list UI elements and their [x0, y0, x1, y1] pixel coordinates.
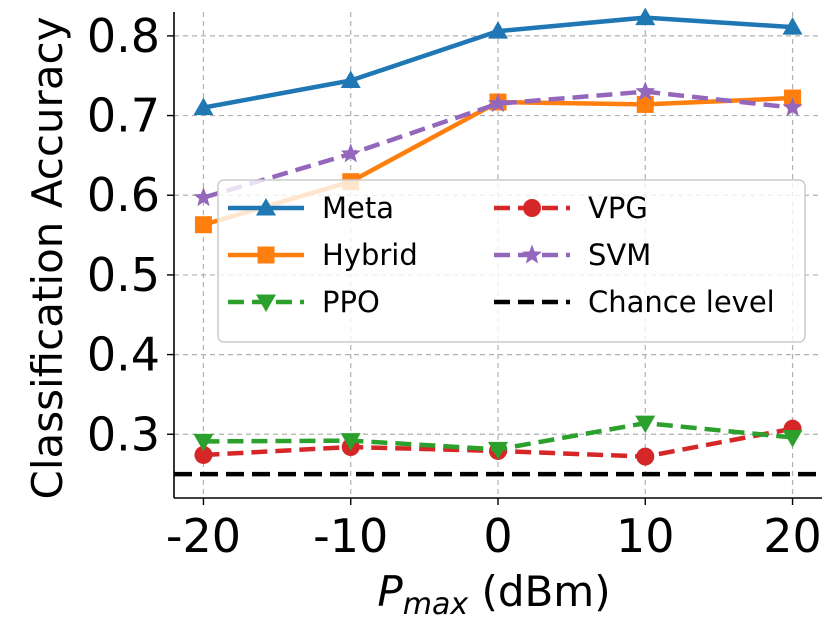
- legend-entry-svm: SVM: [494, 238, 651, 272]
- x-axis-label-unit: (dBm): [468, 567, 611, 616]
- x-tick-label: -20: [166, 509, 241, 563]
- data-point-svm: [635, 81, 656, 101]
- x-tick-label: -10: [313, 509, 388, 563]
- legend-frame: [217, 179, 806, 343]
- series-meta: [193, 7, 803, 116]
- y-tick-label: 0.6: [87, 168, 160, 222]
- x-axis-label-subscript: max: [403, 587, 469, 622]
- data-point-vpg: [194, 445, 213, 464]
- data-point-ppo: [340, 433, 361, 451]
- legend-marker-hybrid: [257, 246, 275, 264]
- y-tick-label: 0.4: [87, 328, 160, 382]
- data-point-ppo: [635, 415, 656, 434]
- series-ppo: [193, 415, 803, 460]
- x-axis-label: Pmax (dBm): [377, 567, 610, 622]
- legend-entry-vpg: VPG: [494, 191, 648, 225]
- data-point-ppo: [193, 433, 214, 452]
- data-point-vpg: [636, 447, 655, 466]
- series-svm: [193, 81, 803, 207]
- data-point-ppo: [488, 441, 508, 460]
- data-point-hybrid: [194, 216, 212, 234]
- legend-entry-ppo: PPO: [228, 285, 380, 319]
- data-point-svm: [340, 143, 361, 163]
- y-tick-label: 0.3: [87, 407, 160, 461]
- legend-entry-meta: Meta: [228, 191, 394, 225]
- legend-label-vpg: VPG: [588, 191, 648, 225]
- legend-label-svm: SVM: [588, 238, 651, 272]
- legend-marker-vpg: [523, 199, 541, 217]
- legend-label-chance-level: Chance level: [588, 285, 775, 319]
- legend: Meta Hybrid PPO VPG SVM Chance level: [217, 179, 806, 343]
- data-point-meta: [635, 7, 656, 26]
- data-point-hybrid: [636, 95, 654, 113]
- x-tick-label: 10: [616, 509, 675, 563]
- y-tick-label: 0.5: [87, 248, 160, 302]
- data-point-svm: [193, 187, 214, 207]
- x-tick-label: 0: [483, 509, 512, 563]
- data-point-svm: [488, 93, 508, 113]
- y-tick-label: 0.7: [87, 89, 160, 143]
- y-tick-label: 0.8: [87, 9, 160, 63]
- x-axis-label-var: P: [377, 567, 403, 616]
- data-point-ppo: [782, 429, 803, 448]
- data-point-meta: [782, 17, 803, 35]
- legend-marker-svm: [522, 244, 542, 264]
- legend-marker-meta: [256, 198, 276, 216]
- y-axis-label: Classification Accuracy: [23, 17, 72, 500]
- series-lines: [174, 7, 822, 477]
- legend-label-hybrid: Hybrid: [322, 238, 418, 272]
- x-tick-label: 20: [763, 509, 822, 563]
- legend-entry-hybrid: Hybrid: [228, 238, 418, 272]
- data-point-meta: [193, 97, 214, 116]
- legend-marker-ppo: [256, 294, 276, 312]
- legend-entry-chance-level: Chance level: [494, 285, 775, 319]
- data-point-meta: [488, 21, 508, 39]
- legend-label-ppo: PPO: [322, 285, 380, 319]
- legend-label-meta: Meta: [322, 191, 394, 225]
- axes: [167, 12, 822, 505]
- tick-labels: -20 -10 0 10 20 0.3 0.4 0.5 0.6 0.7 0.8: [87, 9, 822, 563]
- data-point-svm: [782, 97, 803, 117]
- series-line-svm: [202, 89, 793, 200]
- data-point-meta: [340, 70, 361, 89]
